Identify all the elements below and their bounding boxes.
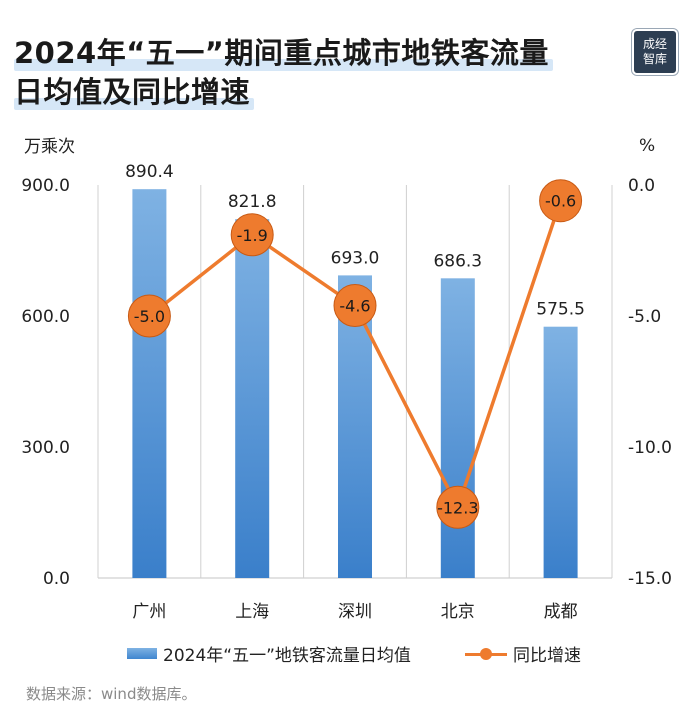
- legend-item-line: 同比增速: [465, 641, 581, 666]
- legend-line-label: 同比增速: [513, 646, 581, 666]
- chart-title-line-1: 2024年“五一”期间重点城市地铁客流量: [14, 30, 553, 72]
- bar-value-label: 890.4: [125, 162, 174, 182]
- legend-bar-label: 2024年“五一”地铁客流量日均值: [163, 646, 411, 666]
- data-source-note: 数据来源：wind数据库。: [26, 685, 197, 703]
- left-axis-tick-label: 600.0: [21, 307, 70, 327]
- bar-value-label: 693.0: [331, 248, 380, 268]
- title-highlight-1: [14, 59, 553, 71]
- category-label: 成都: [544, 602, 578, 622]
- bar-value-label: 575.5: [536, 300, 585, 320]
- growth-value-label: -1.9: [237, 226, 268, 245]
- category-label: 深圳: [338, 602, 372, 622]
- growth-marker-广州: [127, 294, 171, 338]
- legend-bar-swatch: [127, 648, 157, 659]
- growth-marker-北京: [436, 485, 480, 529]
- title-highlight-2: [14, 98, 255, 110]
- chart-legend: 2024年“五一”地铁客流量日均值 同比增速: [0, 641, 700, 667]
- category-label: 北京: [441, 602, 475, 622]
- legend-line-swatch: [465, 647, 507, 661]
- growth-marker-上海: [230, 213, 274, 257]
- brand-logo: 成经智库: [634, 31, 676, 73]
- right-axis-unit: %: [639, 136, 656, 156]
- chart-title-text-2: 日均值及同比增速: [14, 75, 251, 109]
- right-axis-tick-label: 0.0: [628, 176, 655, 196]
- legend-item-bar: 2024年“五一”地铁客流量日均值: [127, 641, 411, 666]
- growth-value-label: -4.6: [339, 297, 370, 316]
- right-axis-tick-label: -10.0: [628, 438, 672, 458]
- growth-value-label: -5.0: [134, 307, 165, 326]
- bar-value-label: 686.3: [433, 251, 482, 271]
- category-label: 广州: [132, 602, 166, 622]
- left-axis-tick-label: 300.0: [21, 438, 70, 458]
- growth-marker-成都: [539, 179, 583, 223]
- chart-title-text-1: 2024年“五一”期间重点城市地铁客流量: [14, 36, 549, 70]
- right-axis-tick-label: -5.0: [628, 307, 661, 327]
- right-axis-tick-label: -15.0: [628, 569, 672, 589]
- growth-value-label: -12.3: [437, 498, 478, 517]
- brand-logo-text: 成经智库: [642, 37, 667, 66]
- bar-广州: [132, 189, 167, 578]
- left-axis-unit: 万乘次: [24, 137, 75, 157]
- left-axis-tick-label: 900.0: [21, 176, 70, 196]
- bar-value-label: 821.8: [228, 192, 277, 212]
- bar-上海: [235, 219, 270, 578]
- growth-value-label: -0.6: [545, 192, 576, 211]
- left-axis-tick-label: 0.0: [43, 569, 70, 589]
- chart-title-line-2: 日均值及同比增速: [14, 69, 255, 111]
- bar-成都: [543, 326, 578, 578]
- category-label: 上海: [235, 602, 269, 622]
- bar-北京: [440, 278, 475, 578]
- growth-marker-深圳: [333, 284, 377, 328]
